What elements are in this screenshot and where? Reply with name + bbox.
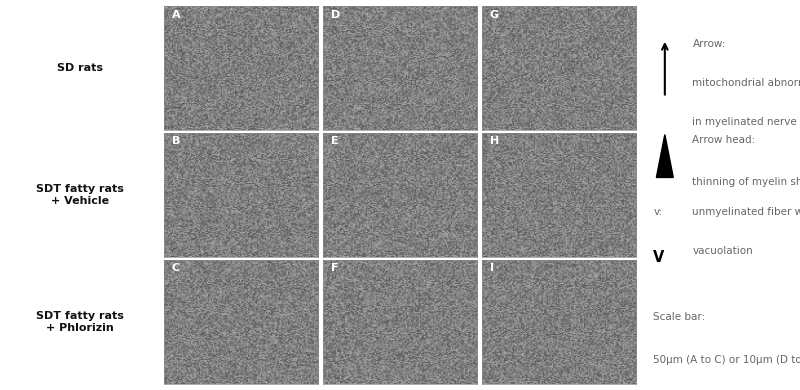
Text: B: B: [172, 136, 180, 147]
Text: SDT fatty rats
+ Vehicle: SDT fatty rats + Vehicle: [36, 184, 124, 206]
Text: Scale bar:: Scale bar:: [653, 312, 705, 322]
Text: G: G: [490, 10, 498, 20]
Text: C: C: [172, 263, 180, 273]
Text: F: F: [330, 263, 338, 273]
Text: mitochondrial abnormalities: mitochondrial abnormalities: [693, 78, 800, 88]
Text: unmyelinated fiber with: unmyelinated fiber with: [693, 207, 800, 217]
Text: vacuolation: vacuolation: [693, 246, 754, 256]
Text: in myelinated nerve fibers: in myelinated nerve fibers: [693, 117, 800, 127]
Text: D: D: [330, 10, 340, 20]
Text: SDT fatty rats
+ Phlorizin: SDT fatty rats + Phlorizin: [36, 311, 124, 333]
Text: H: H: [490, 136, 499, 147]
Polygon shape: [656, 135, 674, 177]
Text: v:: v:: [654, 207, 663, 217]
Text: A: A: [172, 10, 180, 20]
Text: Arrow:: Arrow:: [693, 39, 726, 49]
Text: 50μm (A to C) or 10μm (D to I): 50μm (A to C) or 10μm (D to I): [653, 355, 800, 365]
Text: SD rats: SD rats: [57, 63, 103, 73]
Text: I: I: [490, 263, 494, 273]
Text: Arrow head:: Arrow head:: [693, 135, 756, 145]
Text: V: V: [653, 250, 664, 264]
Text: E: E: [330, 136, 338, 147]
Text: thinning of myelin sheath: thinning of myelin sheath: [693, 177, 800, 188]
